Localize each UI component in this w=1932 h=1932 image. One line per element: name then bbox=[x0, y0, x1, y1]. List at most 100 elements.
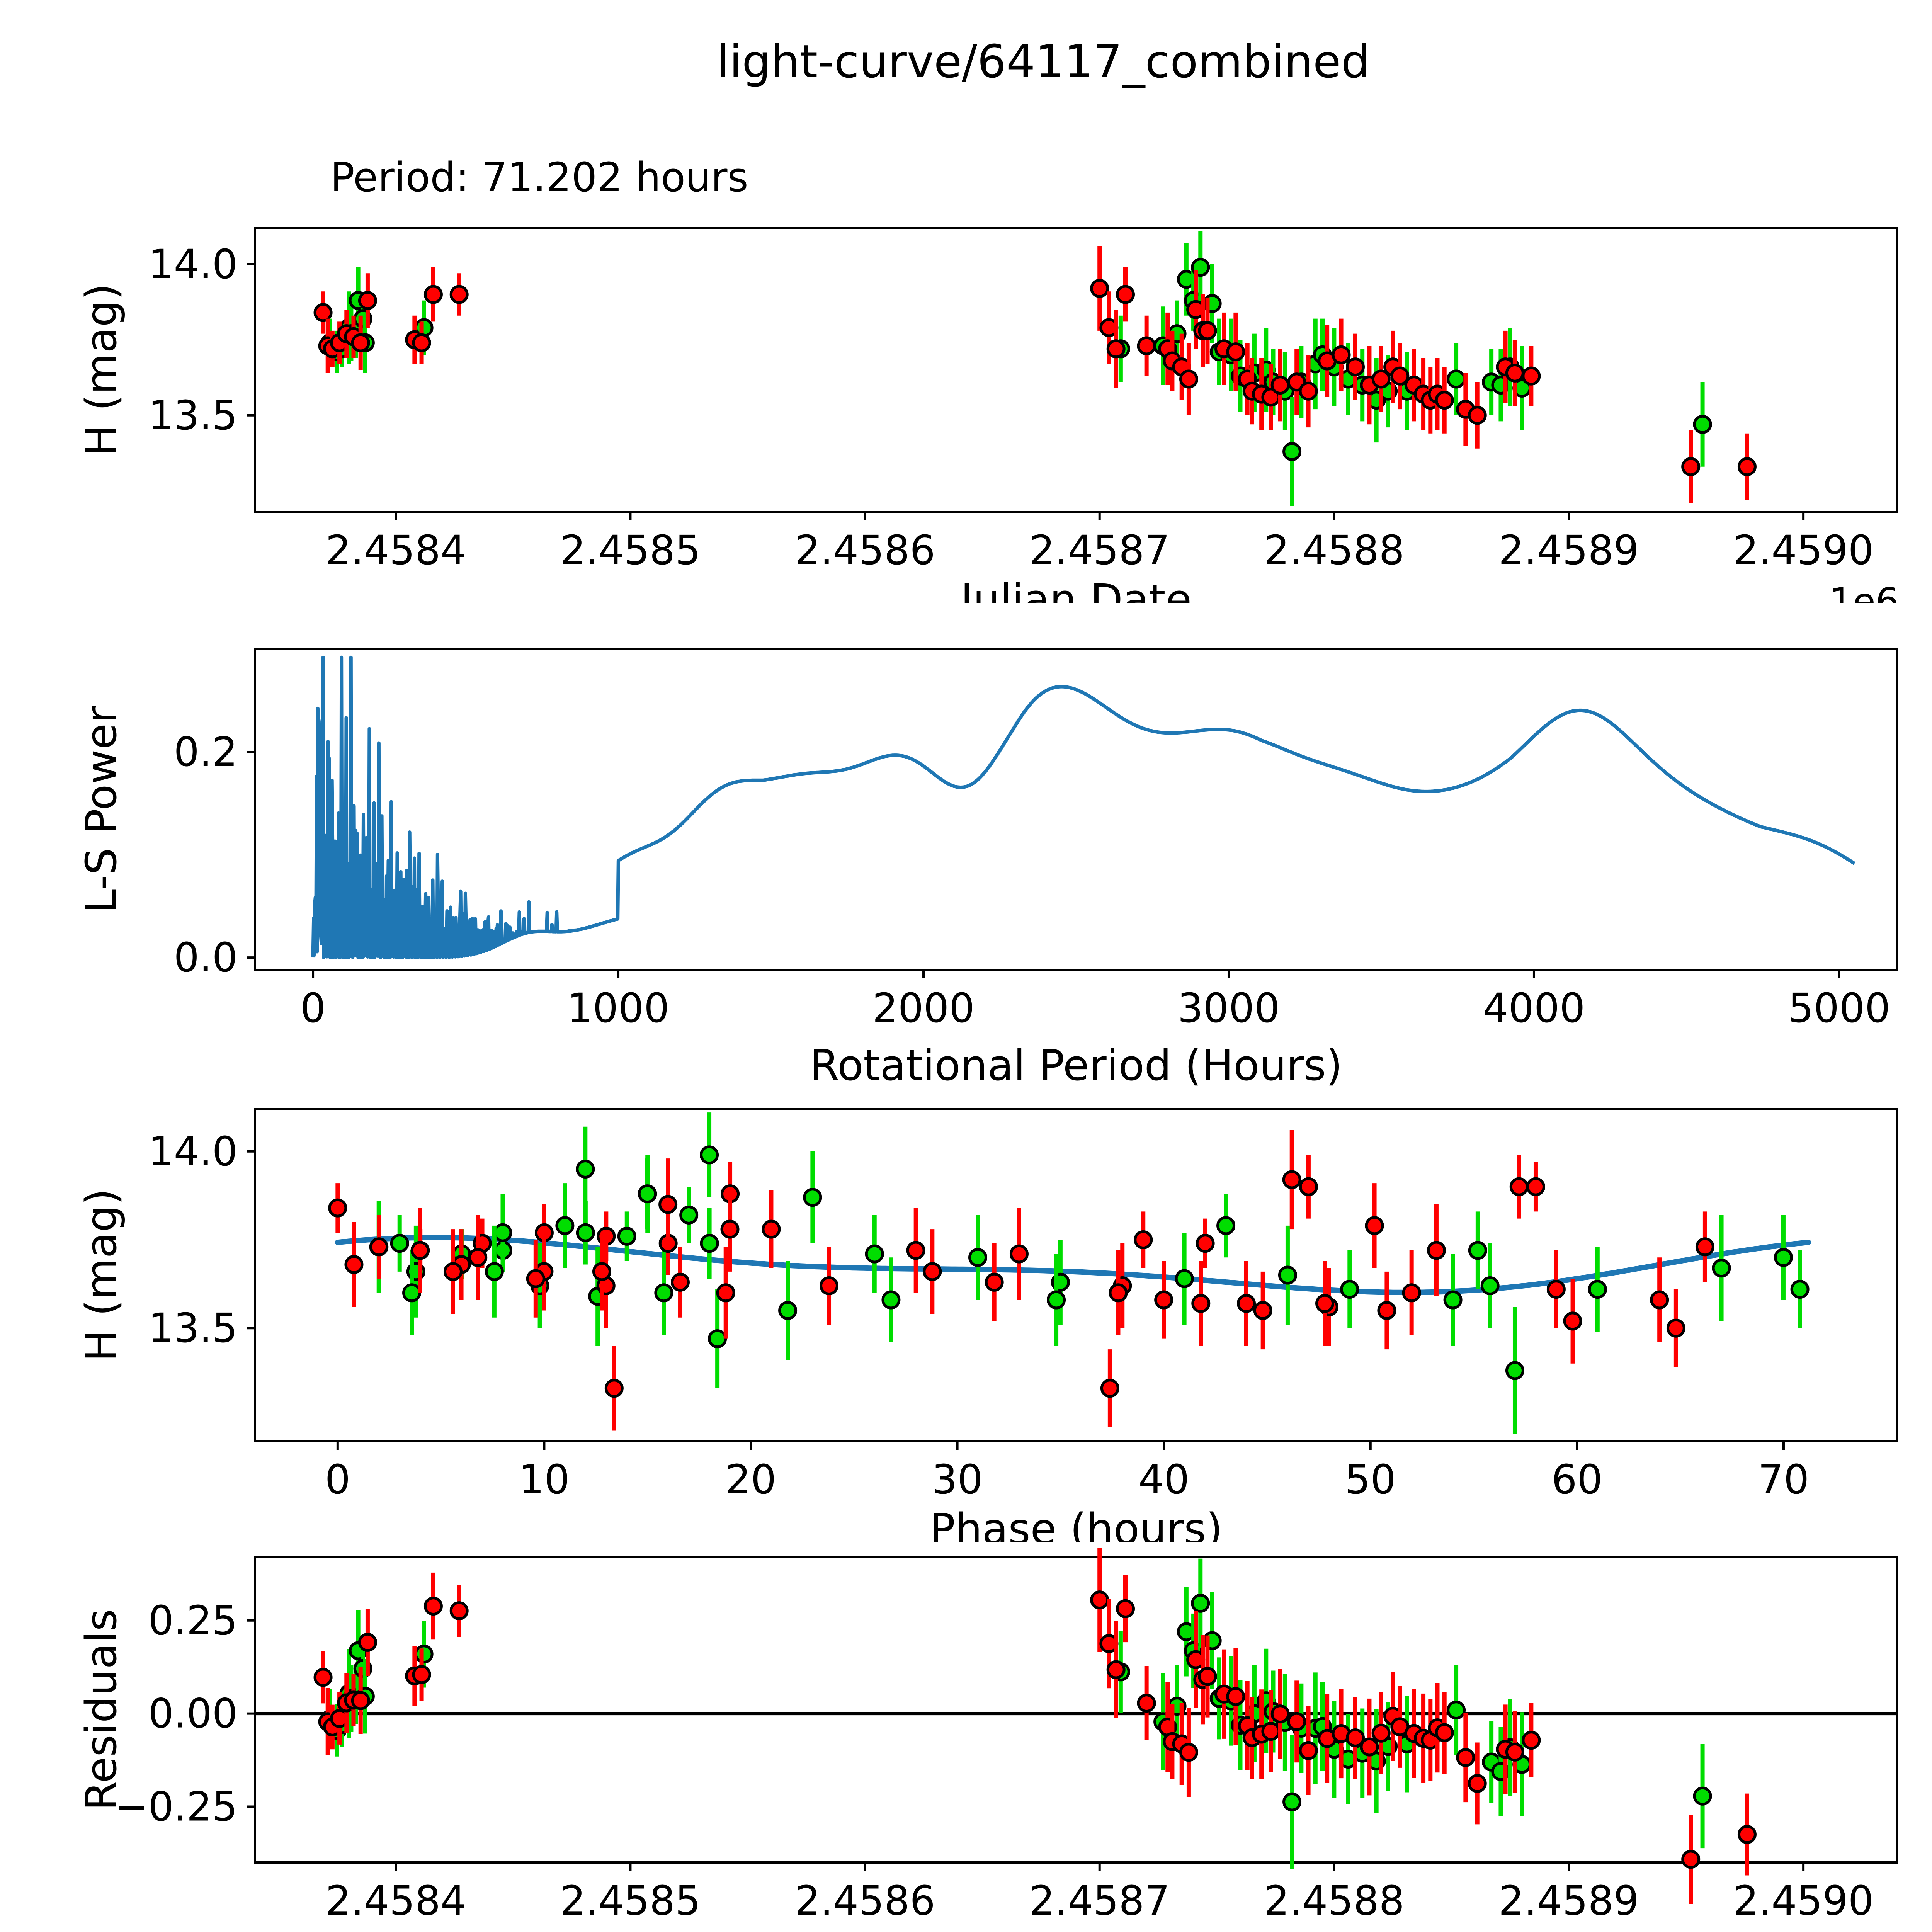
data-point bbox=[1175, 1269, 1194, 1288]
data-point bbox=[358, 1633, 377, 1652]
data-point bbox=[1179, 369, 1198, 389]
data-point bbox=[468, 1248, 488, 1267]
lc-point-red-band bbox=[1681, 430, 1701, 503]
data-point bbox=[423, 1597, 443, 1616]
phase-point-red-band bbox=[1100, 1349, 1119, 1427]
svg-text:5000: 5000 bbox=[1788, 985, 1891, 1032]
phase-point-red-band bbox=[923, 1229, 942, 1314]
data-point bbox=[576, 1160, 595, 1179]
data-point bbox=[1737, 457, 1757, 476]
data-point bbox=[1681, 457, 1701, 476]
phase-point-green-band bbox=[555, 1183, 575, 1268]
data-point bbox=[1270, 1704, 1290, 1724]
phase-point-red-band bbox=[1365, 1183, 1384, 1268]
residual-point-green-band bbox=[1447, 1665, 1466, 1755]
data-point bbox=[1666, 1318, 1685, 1338]
phase-point-red-band bbox=[820, 1247, 839, 1325]
residual-point-red-band bbox=[1360, 1698, 1379, 1796]
phase-point-green-band bbox=[1047, 1254, 1066, 1346]
phase-point-red-band bbox=[1402, 1250, 1421, 1335]
phase-point-red-band bbox=[344, 1222, 364, 1307]
data-point bbox=[1480, 1276, 1500, 1295]
svg-text:14.0: 14.0 bbox=[148, 1128, 238, 1175]
data-point bbox=[1774, 1248, 1793, 1267]
svg-text:0.25: 0.25 bbox=[148, 1597, 238, 1644]
data-point bbox=[708, 1329, 727, 1349]
data-point bbox=[1090, 1590, 1109, 1610]
svg-text:20: 20 bbox=[725, 1456, 776, 1503]
phase-point-red-band bbox=[369, 1215, 389, 1279]
residual-point-red-band bbox=[1116, 1575, 1135, 1643]
svg-text:2.4588: 2.4588 bbox=[1264, 1877, 1405, 1924]
data-point bbox=[1427, 1241, 1446, 1260]
data-point bbox=[1109, 1283, 1128, 1303]
data-point bbox=[1650, 1290, 1669, 1310]
phase-point-red-band bbox=[1196, 1218, 1215, 1268]
phase-point-green-band bbox=[881, 1257, 901, 1342]
data-point bbox=[700, 1234, 719, 1253]
svg-text:2.4585: 2.4585 bbox=[560, 527, 701, 574]
lc-point-red-band bbox=[1737, 433, 1757, 500]
phase-point-red-band bbox=[443, 1229, 463, 1314]
data-point bbox=[351, 1691, 370, 1710]
data-point bbox=[1100, 1379, 1119, 1398]
residual-point-red-band bbox=[1737, 1793, 1757, 1876]
svg-text:−0.25: −0.25 bbox=[114, 1783, 238, 1830]
data-point bbox=[1526, 1177, 1545, 1196]
phase-point-green-band bbox=[638, 1158, 657, 1230]
svg-text:2.4586: 2.4586 bbox=[795, 1877, 935, 1924]
svg-text:3000: 3000 bbox=[1178, 985, 1280, 1032]
phase-point-red-band bbox=[1666, 1289, 1685, 1367]
plot-frame bbox=[254, 648, 1898, 971]
data-point bbox=[1346, 357, 1365, 377]
data-point bbox=[1116, 1599, 1135, 1618]
phase-point-red-band bbox=[468, 1215, 488, 1300]
lc-point-red-band bbox=[1522, 345, 1541, 406]
data-point bbox=[1106, 339, 1126, 359]
data-point bbox=[358, 291, 377, 310]
phase-point-green-band bbox=[1216, 1194, 1236, 1258]
data-point bbox=[1137, 1694, 1156, 1713]
y-axis-label: Residuals bbox=[77, 1609, 126, 1811]
data-point bbox=[1402, 1283, 1421, 1303]
phase-point-red-band bbox=[716, 1247, 735, 1339]
data-point bbox=[803, 1188, 822, 1207]
data-point bbox=[592, 1262, 611, 1281]
residual-point-red-band bbox=[412, 1648, 431, 1701]
svg-text:2.4589: 2.4589 bbox=[1498, 527, 1639, 574]
data-point bbox=[1340, 1280, 1359, 1299]
data-point bbox=[658, 1195, 678, 1214]
residual-point-green-band bbox=[1191, 1558, 1210, 1648]
residual-point-green-band bbox=[1693, 1744, 1712, 1849]
residual-point-red-band bbox=[1332, 1689, 1351, 1779]
svg-text:0.00: 0.00 bbox=[148, 1690, 238, 1737]
data-point bbox=[1270, 376, 1290, 395]
phase-point-red-band bbox=[1191, 1261, 1211, 1346]
data-point bbox=[1253, 1301, 1272, 1320]
data-point bbox=[865, 1244, 884, 1264]
data-point bbox=[1371, 1723, 1391, 1743]
lc-point-red-band bbox=[1106, 310, 1126, 388]
residual-point-red-band bbox=[1505, 1711, 1524, 1793]
data-point bbox=[1191, 1294, 1211, 1313]
residual-point-red-band bbox=[1287, 1680, 1306, 1763]
phase-point-red-band bbox=[1253, 1271, 1272, 1350]
data-point bbox=[1299, 1177, 1318, 1196]
phase-point-green-band bbox=[390, 1215, 409, 1272]
data-point bbox=[617, 1226, 636, 1246]
phase-point-green-band bbox=[1505, 1307, 1524, 1434]
residual-point-red-band bbox=[1435, 1692, 1454, 1774]
data-point bbox=[1287, 1712, 1306, 1731]
data-point bbox=[604, 1379, 624, 1398]
lc-point-red-band bbox=[1179, 343, 1198, 415]
svg-text:0: 0 bbox=[325, 1456, 350, 1503]
data-point bbox=[313, 1668, 333, 1687]
x-axis-label: Julian Date bbox=[958, 1925, 1192, 1932]
svg-text:14.0: 14.0 bbox=[148, 241, 238, 288]
phase-point-green-band bbox=[576, 1126, 595, 1212]
lc-point-red-band bbox=[1371, 345, 1391, 412]
data-point bbox=[1365, 1216, 1384, 1235]
data-point bbox=[1790, 1280, 1810, 1299]
residual-point-red-band bbox=[1137, 1666, 1156, 1740]
